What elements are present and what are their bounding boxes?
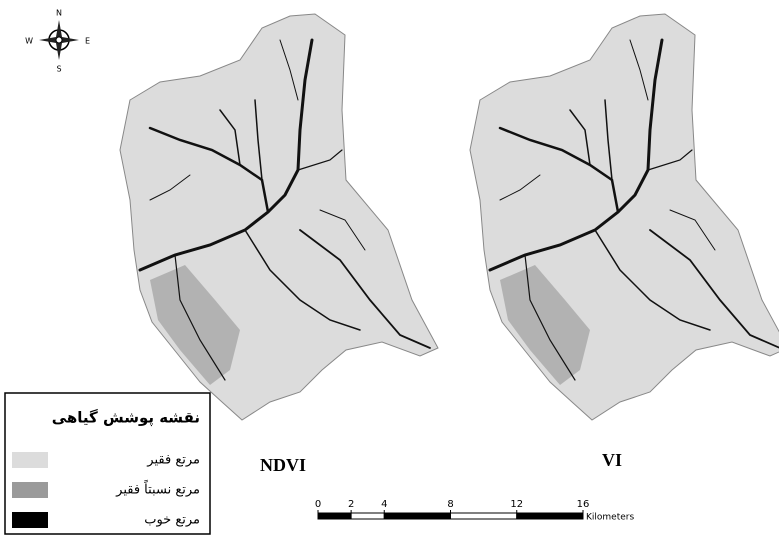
basin-map-vi: [470, 14, 779, 420]
scale-bar: 0 2 4 8 12 16 Kilometers: [315, 499, 635, 523]
legend-label: مرتع فقیر: [146, 453, 200, 468]
legend-swatch: [12, 512, 48, 528]
basin-map-ndvi: [120, 14, 438, 420]
scale-segment: [384, 513, 450, 519]
compass-center: [56, 37, 62, 43]
legend-swatch: [12, 452, 48, 468]
compass-e: E: [85, 37, 90, 46]
legend: نقشه پوشش گیاهی مرتع فقیر مرتع نسبتاً فقی…: [5, 393, 210, 534]
scale-tick-label: 12: [510, 499, 523, 510]
compass: N S E W: [25, 9, 90, 74]
compass-n: N: [56, 9, 62, 18]
scale-tick-label: 16: [577, 499, 590, 510]
scale-tick-label: 2: [348, 499, 354, 510]
scale-segment: [451, 513, 517, 519]
legend-title: نقشه پوشش گیاهی: [52, 409, 200, 428]
scale-segment: [318, 513, 351, 519]
legend-label: مرتع نسبتاً فقیر: [115, 480, 200, 498]
compass-w: W: [25, 37, 33, 46]
scale-segment: [517, 513, 583, 519]
map-figure: N S E W NDVI VI نقشه پوشش گیاهی مرتع فقی…: [0, 0, 779, 535]
scale-tick-label: 8: [447, 499, 453, 510]
legend-swatch: [12, 482, 48, 498]
scale-segment: [351, 513, 384, 519]
map-label: VI: [602, 450, 622, 470]
scale-tick-label: 4: [381, 499, 387, 510]
scale-tick-label: 0: [315, 499, 321, 510]
map-label: NDVI: [260, 455, 306, 475]
compass-s: S: [56, 65, 61, 74]
legend-label: مرتع خوب: [144, 513, 200, 528]
scale-unit: Kilometers: [586, 513, 634, 523]
